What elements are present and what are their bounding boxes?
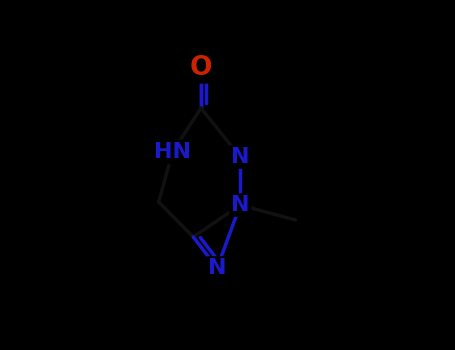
Text: O: O bbox=[190, 55, 212, 81]
Text: HN: HN bbox=[154, 142, 191, 162]
Text: N: N bbox=[208, 258, 227, 278]
Text: N: N bbox=[231, 195, 249, 215]
Text: N: N bbox=[231, 147, 249, 167]
